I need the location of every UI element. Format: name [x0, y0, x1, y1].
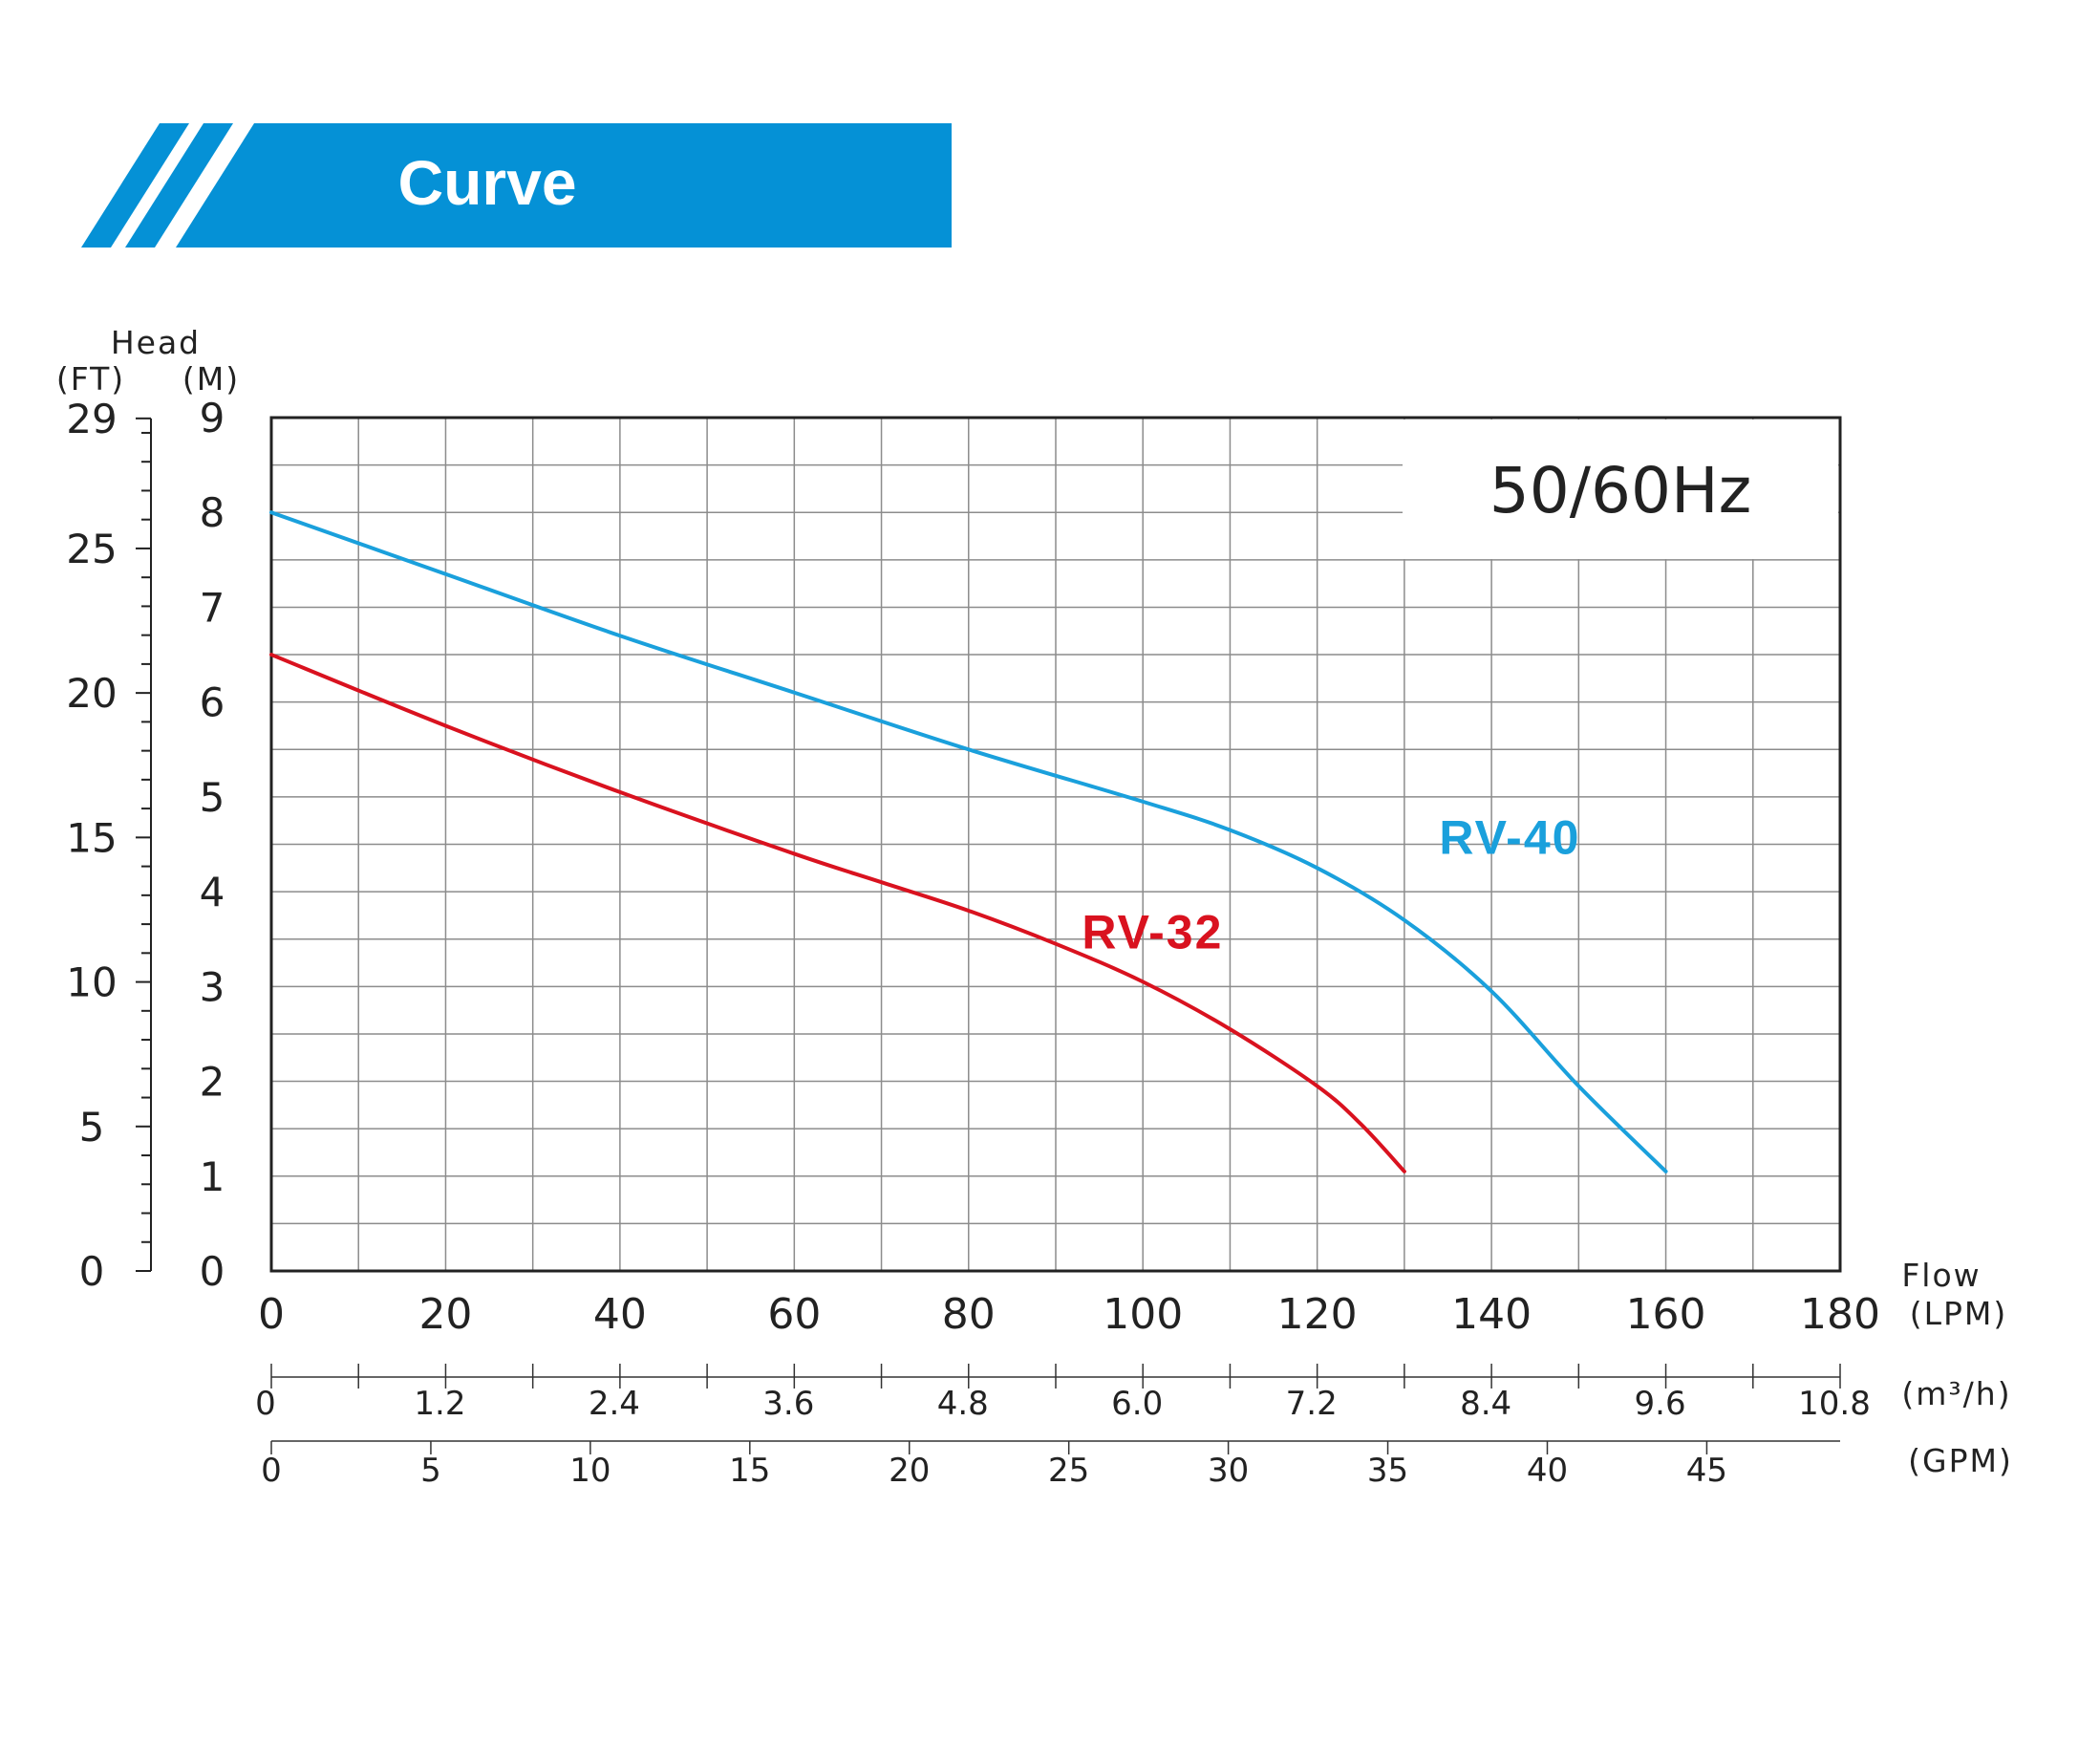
y-tick-label-m: 7: [200, 584, 225, 631]
m3h-tick-label: 8.4: [1460, 1385, 1511, 1423]
x-tick-label-lpm: 0: [258, 1290, 285, 1339]
y-tick-label-ft: 25: [66, 526, 117, 572]
y-tick-label-m: 1: [200, 1153, 225, 1200]
x-axis-unit: (LPM): [1910, 1295, 2008, 1332]
gpm-tick-label: 0: [261, 1452, 282, 1490]
m3h-tick-label: 9.6: [1635, 1385, 1686, 1423]
grid: [271, 418, 1840, 1271]
m3h-tick-label: 6.0: [1111, 1385, 1163, 1423]
y-tick-label-m: 8: [200, 489, 225, 536]
y-tick-label-m: 4: [200, 869, 225, 915]
series-label-rv-32: RV-32: [1082, 906, 1223, 959]
m3h-tick-label: 7.2: [1286, 1385, 1338, 1423]
y-tick-label-m: 2: [200, 1059, 225, 1106]
gpm-axis-unit: (GPM): [1908, 1442, 2013, 1479]
gpm-tick-label: 5: [420, 1452, 441, 1490]
m3h-tick-label: 10.8: [1798, 1385, 1871, 1423]
x-tick-label-lpm: 100: [1103, 1290, 1183, 1339]
gpm-tick-label: 40: [1527, 1452, 1568, 1490]
page-title: Curve: [397, 147, 576, 218]
y-axis-unit-m: (M): [182, 360, 240, 398]
x-tick-label-lpm: 80: [942, 1290, 996, 1339]
y-axis-unit-ft: (FT): [56, 360, 125, 398]
x-tick-label-lpm: 40: [593, 1290, 647, 1339]
frequency-box: [1403, 420, 1838, 559]
series-line-rv-40: [269, 510, 1668, 1173]
x-tick-label-lpm: 20: [418, 1290, 472, 1339]
y-tick-label-m: 6: [200, 679, 225, 726]
y-tick-label-ft: 5: [79, 1104, 105, 1151]
frequency-label: 50/60Hz: [1489, 454, 1751, 528]
x-tick-label-lpm: 60: [767, 1290, 821, 1339]
m3h-tick-label: 3.6: [762, 1385, 814, 1423]
y-tick-label-ft: 29: [66, 396, 117, 442]
x-tick-label-lpm: 120: [1277, 1290, 1358, 1339]
x-axis-title: Flow: [1901, 1257, 1981, 1294]
y-tick-label-ft: 15: [66, 814, 117, 861]
m3h-tick-label: 4.8: [937, 1385, 989, 1423]
banner-bar: [176, 123, 952, 248]
y-tick-label-m: 5: [200, 774, 225, 821]
series-line-rv-32: [269, 653, 1406, 1173]
x-tick-label-lpm: 160: [1626, 1290, 1706, 1339]
y-tick-label-m: 0: [200, 1248, 225, 1295]
gpm-tick-label: 45: [1686, 1452, 1727, 1490]
series-lines: RV-40 RV-32: [269, 510, 1668, 1173]
gpm-tick-label: 35: [1367, 1452, 1408, 1490]
header-banner: Curve: [81, 123, 952, 248]
banner-stripe-1: [81, 123, 189, 248]
y-tick-label-m: 9: [200, 395, 225, 441]
m3h-tick-label: 2.4: [589, 1385, 640, 1423]
y-tick-label-ft: 20: [66, 670, 117, 717]
x-tick-label-lpm: 180: [1800, 1290, 1880, 1339]
y-tick-label-m: 3: [200, 963, 225, 1010]
m3h-tick-label: 0: [255, 1385, 276, 1423]
banner-stripe-2: [125, 123, 233, 248]
gpm-tick-label: 15: [729, 1452, 770, 1490]
m3h-tick-label: 1.2: [414, 1385, 465, 1423]
m3h-axis-unit: (m³/h): [1901, 1375, 2011, 1412]
gpm-tick-label: 30: [1208, 1452, 1249, 1490]
x-tick-label-lpm: 140: [1451, 1290, 1532, 1339]
series-label-rv-40: RV-40: [1439, 810, 1580, 864]
y-tick-label-ft: 0: [79, 1248, 105, 1295]
gpm-tick-label: 25: [1048, 1452, 1089, 1490]
gpm-tick-label: 20: [889, 1452, 930, 1490]
plot-frame: [269, 416, 1842, 1273]
gpm-tick-label: 10: [569, 1452, 611, 1490]
y-axis-title: Head: [111, 324, 201, 361]
y-tick-label-ft: 10: [66, 959, 117, 1006]
